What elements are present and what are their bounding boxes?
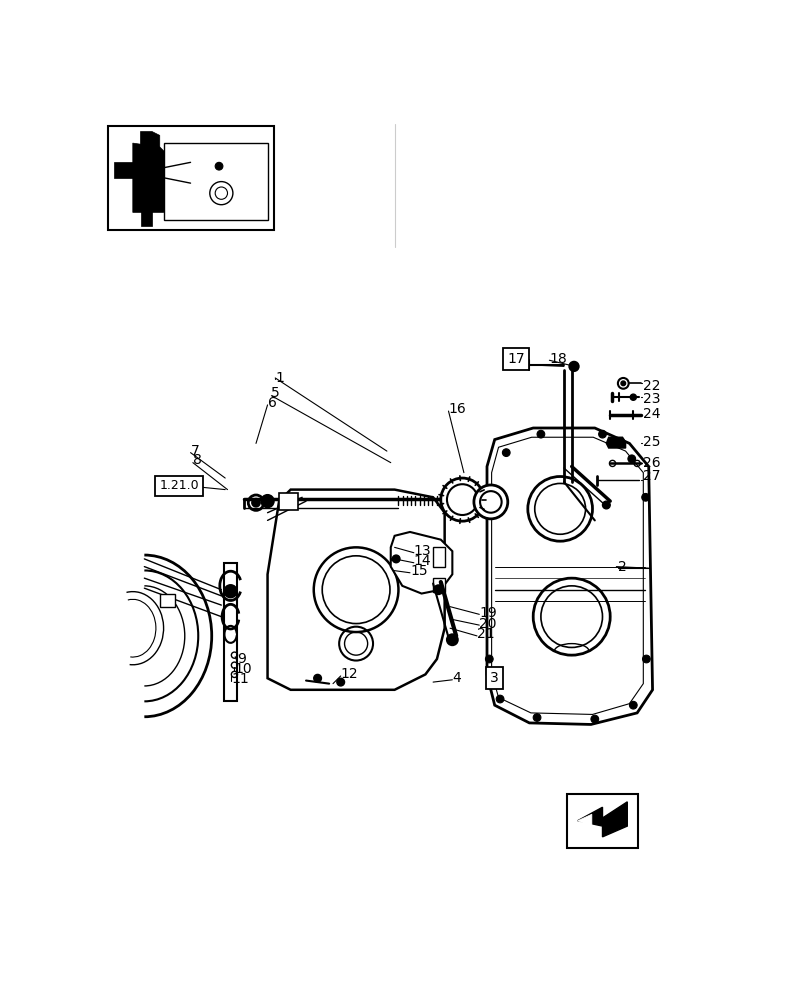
- Text: 6: 6: [267, 396, 277, 410]
- Circle shape: [642, 493, 650, 501]
- Text: 26: 26: [643, 456, 661, 470]
- Text: 9: 9: [237, 652, 246, 666]
- Polygon shape: [487, 428, 653, 724]
- Bar: [567, 794, 638, 848]
- Text: 16: 16: [449, 402, 466, 416]
- Polygon shape: [133, 143, 171, 212]
- Polygon shape: [390, 532, 452, 594]
- Circle shape: [502, 449, 510, 456]
- Bar: [163, 143, 267, 220]
- Polygon shape: [578, 814, 592, 827]
- Circle shape: [252, 499, 260, 507]
- Circle shape: [621, 381, 626, 386]
- Text: 1: 1: [275, 371, 284, 385]
- Circle shape: [591, 715, 598, 723]
- Polygon shape: [141, 132, 160, 155]
- Text: 22: 22: [643, 379, 661, 393]
- Circle shape: [630, 701, 637, 709]
- Circle shape: [314, 674, 322, 682]
- Circle shape: [537, 430, 545, 438]
- Circle shape: [441, 478, 484, 521]
- Text: 15: 15: [410, 564, 428, 578]
- Text: 11: 11: [231, 672, 249, 686]
- Circle shape: [602, 501, 610, 509]
- Circle shape: [598, 430, 606, 438]
- Polygon shape: [606, 437, 626, 448]
- Polygon shape: [224, 563, 237, 701]
- Text: 3: 3: [490, 671, 499, 685]
- Bar: [108, 126, 274, 230]
- Circle shape: [486, 655, 493, 663]
- Circle shape: [392, 555, 400, 563]
- Text: 24: 24: [643, 407, 661, 421]
- Text: 5: 5: [271, 386, 280, 400]
- Polygon shape: [141, 205, 152, 226]
- Bar: [160, 594, 175, 607]
- Text: 25: 25: [643, 435, 661, 449]
- Text: 12: 12: [341, 667, 358, 681]
- Text: 20: 20: [479, 617, 497, 631]
- Text: 18: 18: [550, 352, 567, 366]
- Polygon shape: [114, 162, 148, 178]
- Text: 7: 7: [190, 444, 199, 458]
- Circle shape: [215, 162, 223, 170]
- Text: 23: 23: [643, 392, 661, 406]
- Text: 21: 21: [477, 627, 494, 641]
- Text: 4: 4: [452, 671, 461, 685]
- Circle shape: [533, 714, 541, 721]
- Text: 1.21.0: 1.21.0: [159, 479, 199, 492]
- Polygon shape: [578, 802, 627, 837]
- Circle shape: [642, 655, 650, 663]
- Circle shape: [337, 678, 345, 686]
- Text: 17: 17: [507, 352, 525, 366]
- Text: 27: 27: [643, 469, 661, 483]
- Circle shape: [570, 362, 578, 371]
- Text: 10: 10: [234, 662, 252, 676]
- Polygon shape: [279, 493, 298, 510]
- Circle shape: [474, 485, 508, 519]
- Text: 19: 19: [479, 606, 497, 620]
- Text: 8: 8: [193, 453, 202, 467]
- Bar: [433, 578, 445, 592]
- Text: 14: 14: [414, 554, 431, 568]
- Text: 2: 2: [618, 560, 626, 574]
- Circle shape: [628, 455, 636, 463]
- Circle shape: [630, 394, 636, 400]
- Circle shape: [496, 695, 504, 703]
- Text: 13: 13: [414, 544, 431, 558]
- Circle shape: [225, 585, 237, 597]
- Circle shape: [262, 495, 274, 507]
- Circle shape: [447, 634, 458, 645]
- Bar: [433, 547, 445, 567]
- Polygon shape: [267, 490, 445, 690]
- Circle shape: [434, 585, 443, 594]
